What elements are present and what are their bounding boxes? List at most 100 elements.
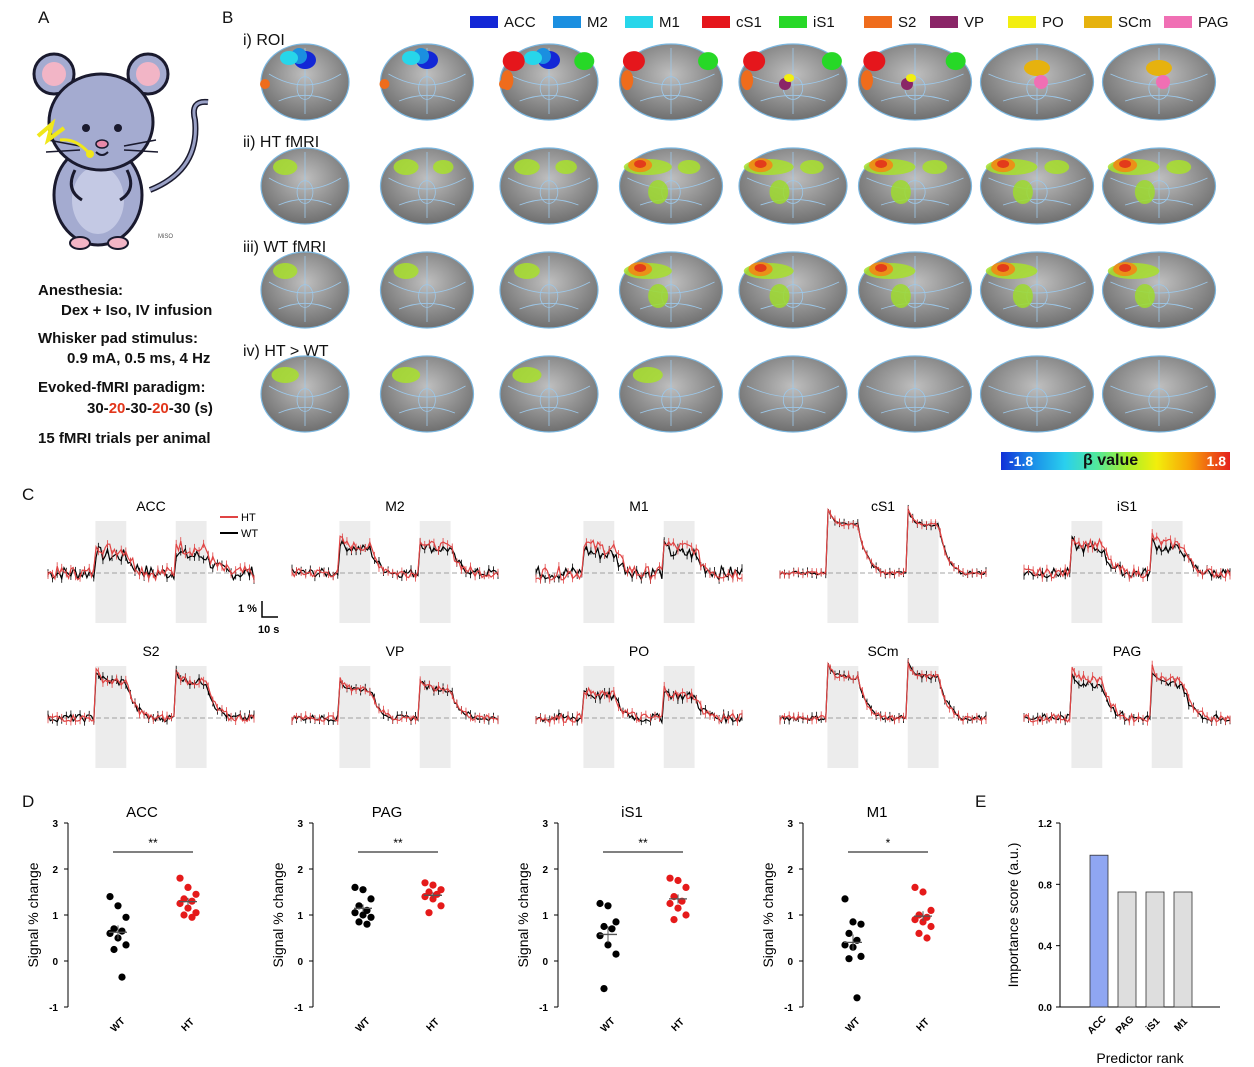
boundary — [760, 94, 826, 102]
paradigm-part: -30- — [125, 400, 153, 417]
activation-cortex — [271, 367, 299, 383]
brain-slice — [857, 251, 973, 329]
data-point — [604, 902, 612, 910]
data-point — [608, 925, 616, 933]
data-point — [359, 911, 367, 919]
roi-cs1 — [743, 51, 766, 72]
data-point — [176, 899, 184, 908]
mouse-illustration: MiSO — [30, 40, 210, 260]
data-point — [841, 941, 849, 949]
trace-panel-m1: M1 — [535, 498, 743, 623]
boundary — [268, 385, 342, 398]
boundary — [661, 76, 681, 100]
legend-label: SCm — [1118, 14, 1152, 31]
trace-title: M1 — [629, 498, 649, 514]
stim-block — [907, 521, 939, 623]
data-point — [612, 950, 620, 958]
data-point — [359, 886, 367, 894]
stim-block — [663, 666, 695, 768]
data-point — [911, 916, 919, 924]
boundary — [519, 198, 579, 206]
trace-wt — [1023, 671, 1231, 723]
stim-block — [1151, 666, 1183, 768]
trace-panel-scm: SCm — [779, 643, 987, 768]
brain-slice — [1101, 251, 1217, 329]
activation-cortex — [514, 263, 540, 279]
data-point — [674, 904, 682, 912]
dot-plot-pag: PAG -1 0 1 2 3 Signal % change WT HT ** — [270, 804, 445, 1035]
stim-block — [663, 521, 695, 623]
y-tick-label: -1 — [539, 1003, 548, 1014]
paradigm-label: Evoked-fMRI paradigm: — [38, 379, 206, 396]
paradigm-part-stim: 20 — [108, 400, 126, 417]
data-point — [437, 902, 445, 910]
legend-item-m1: M1 — [625, 14, 680, 31]
boundary — [1002, 94, 1072, 102]
trace-title: cS1 — [871, 498, 895, 514]
stim-block — [827, 521, 859, 623]
data-point — [915, 929, 923, 937]
data-point — [122, 941, 130, 949]
y-tick-label: 0 — [52, 957, 58, 968]
data-point — [857, 920, 865, 928]
boundary — [1110, 385, 1208, 398]
y-tick-label: 2 — [787, 865, 793, 876]
boundary — [1002, 198, 1072, 206]
trace-title: VP — [386, 643, 405, 659]
boundary — [1002, 302, 1072, 310]
legend-item-vp: VP — [930, 14, 984, 31]
brain-slice — [979, 147, 1095, 225]
legend-swatch — [864, 16, 892, 28]
stim-block — [339, 666, 371, 768]
data-point — [666, 874, 674, 882]
stim-block — [827, 666, 859, 768]
trace-panel-m2: M2 — [291, 498, 499, 623]
trace-panel-vp: VP — [291, 643, 499, 768]
x-tick-label: HT — [425, 1017, 442, 1034]
x-tick-label: M1 — [1172, 1016, 1190, 1034]
roi-is1 — [821, 52, 842, 71]
data-point — [604, 941, 612, 949]
data-point — [596, 899, 604, 908]
scale-label-x: 10 s — [258, 624, 279, 636]
trace-wt — [1023, 535, 1231, 579]
data-point — [176, 874, 184, 882]
data-point — [849, 918, 857, 926]
data-point — [919, 918, 927, 926]
brain-slice — [260, 147, 350, 225]
panel-letter-e: E — [975, 792, 987, 811]
boundary — [296, 388, 314, 412]
boundary — [418, 180, 436, 204]
data-point — [192, 890, 200, 898]
stimulus-label: Whisker pad stimulus: — [38, 330, 199, 347]
x-tick-label: WT — [109, 1016, 128, 1035]
significance-stars: ** — [393, 836, 403, 850]
brain-slice — [979, 43, 1095, 121]
roi-m1 — [280, 51, 298, 65]
data-point — [682, 883, 690, 891]
boundary — [639, 406, 703, 414]
trace-title: SCm — [867, 643, 898, 659]
roi-m1 — [402, 51, 420, 65]
plot-title: M1 — [867, 804, 888, 821]
brain-slice — [618, 355, 724, 433]
data-point — [919, 888, 927, 896]
beta-colorbar: -1.8 β value 1.8 — [1001, 452, 1230, 470]
data-point — [612, 918, 620, 926]
data-point — [421, 893, 429, 901]
y-axis-label: Signal % change — [270, 862, 286, 967]
activation-ipsi — [1166, 160, 1192, 174]
trace-panel-acc: ACC HT WT 1 %10 s — [47, 498, 279, 636]
boundary — [746, 385, 840, 398]
brain-slice — [499, 43, 599, 121]
activation-thalamus — [1012, 180, 1033, 204]
boundary — [278, 302, 332, 310]
roi-scm — [1024, 60, 1050, 76]
panel-letter-d: D — [22, 792, 35, 811]
boundary — [627, 281, 715, 294]
legend-item-cs1: cS1 — [702, 14, 762, 31]
activation-peak — [875, 263, 888, 272]
roi-is1 — [698, 52, 719, 71]
trace-panel-s2: S2 — [47, 643, 255, 768]
activation-peak — [754, 159, 767, 168]
